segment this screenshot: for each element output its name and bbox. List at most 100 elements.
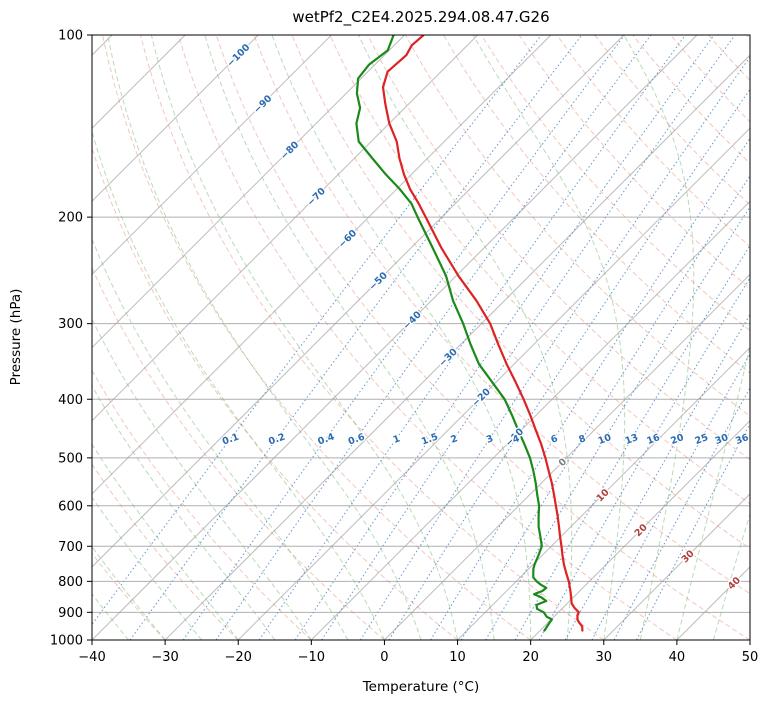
isotherm-line <box>457 346 750 640</box>
dry-adiabat-line <box>177 35 678 640</box>
x-axis-label: Temperature (°C) <box>362 679 480 695</box>
background-lines <box>92 35 750 640</box>
temperature-curve <box>381 35 584 632</box>
isotherm-line <box>310 200 750 640</box>
dry-adiabat-line <box>139 35 605 640</box>
mixing-ratio-label: 25 <box>694 432 710 447</box>
mixing-ratio-line <box>129 35 583 640</box>
dry-adiabat-line <box>480 35 750 332</box>
chart-title: wetPf2_C2E4.2025.294.08.47.G26 <box>292 8 549 27</box>
x-tick-label: 40 <box>669 650 686 665</box>
mixing-ratio-line <box>430 137 750 640</box>
isotherm-line <box>530 419 750 640</box>
x-tick-label: −40 <box>78 650 105 665</box>
mixing-ratio-label: 6 <box>549 433 559 446</box>
y-tick-label: 100 <box>58 29 83 44</box>
dry-adiabat-line <box>291 35 750 549</box>
mixing-ratio-label: 16 <box>645 432 662 447</box>
mixing-ratio-label: 2 <box>449 433 459 446</box>
y-tick-label: 1000 <box>50 634 83 649</box>
moist-adiabat-line <box>204 35 495 640</box>
x-tick-label: 50 <box>742 650 759 665</box>
moist-adiabat-line <box>92 237 349 640</box>
dry-adiabat-line <box>367 35 750 461</box>
moist-adiabat-line <box>676 343 750 640</box>
moist-adiabat-line <box>749 638 750 640</box>
dry-adiabat-line <box>518 35 750 290</box>
isotherm-line <box>92 35 552 495</box>
dewpoint-curve <box>355 35 553 632</box>
isotherm-label-cold: −100 <box>225 42 253 70</box>
isotherm-label-cold: −70 <box>305 186 328 209</box>
dry-adiabat-line <box>556 35 750 248</box>
plot-border <box>91 34 751 641</box>
dry-adiabat-line <box>405 35 750 417</box>
x-tick-label: 20 <box>522 650 539 665</box>
mixing-ratio-line <box>538 276 750 640</box>
moist-adiabat-line <box>358 35 573 640</box>
x-tick-label: −10 <box>298 650 325 665</box>
y-tick-label: 400 <box>58 393 83 408</box>
mixing-ratio-line <box>613 386 750 640</box>
moist-adiabat-line <box>92 318 312 640</box>
y-tick-label: 800 <box>58 575 83 590</box>
moist-adiabat-line <box>712 512 750 640</box>
mixing-ratio-line <box>564 313 750 640</box>
mixing-ratio-label: 20 <box>669 432 686 447</box>
isotherm-label-cold: −30 <box>437 346 460 369</box>
isotherm-label-warm: 10 <box>595 487 612 504</box>
mixing-ratio-label: 0.4 <box>316 431 336 447</box>
x-tick-label: −30 <box>151 650 178 665</box>
isotherm-line <box>384 273 750 640</box>
mixing-ratio-line <box>591 353 750 640</box>
isotherm-label-cold: −20 <box>470 386 493 409</box>
dry-adiabat-line <box>102 35 531 640</box>
plot-area: −100−90−80−70−60−50−40−30−20−10010203040… <box>50 29 758 665</box>
moist-adiabat-line <box>150 35 459 640</box>
mixing-ratio-line <box>182 35 625 640</box>
x-tick-label: 0 <box>380 650 388 665</box>
mixing-ratio-line <box>92 35 542 626</box>
y-axis-label: Pressure (hPa) <box>8 289 24 386</box>
moist-adiabat-line <box>472 35 626 640</box>
mixing-ratio-label: 0.6 <box>347 431 367 447</box>
dry-adiabat-line <box>253 35 750 595</box>
x-tick-label: 30 <box>596 650 613 665</box>
mixing-ratio-label: 36 <box>734 432 751 447</box>
dry-adiabat-line <box>442 35 750 374</box>
mixing-ratio-line <box>460 175 750 640</box>
isotherm-line <box>749 639 750 640</box>
dry-adiabat-line <box>92 146 458 640</box>
mixing-ratio-line <box>294 35 715 640</box>
mixing-ratio-label: 0.1 <box>221 432 241 448</box>
isotherm-line <box>92 35 405 349</box>
isotherm-label-cold: −90 <box>252 93 275 116</box>
isotherm-line <box>92 35 625 568</box>
isotherm-line <box>92 35 698 640</box>
isotherm-line <box>92 35 479 422</box>
isotherm-line <box>92 35 332 276</box>
moist-adiabat-line <box>107 35 422 640</box>
dry-adiabat-line <box>92 266 385 640</box>
isotherm-line <box>92 35 186 129</box>
dry-adiabat-line <box>92 463 239 640</box>
isotherm-label-cold: −80 <box>279 139 302 162</box>
mixing-ratio-line <box>215 35 652 640</box>
mixing-ratio-line <box>636 423 750 640</box>
x-tick-label: −20 <box>225 650 252 665</box>
moist-adiabat-line <box>92 443 239 640</box>
mixing-ratio-label: 1.5 <box>420 432 440 448</box>
y-tick-label: 600 <box>58 499 83 514</box>
isotherm-line <box>92 35 259 203</box>
moist-adiabat-line <box>271 35 532 640</box>
y-tick-label: 200 <box>58 211 83 226</box>
inline-labels: −100−90−80−70−60−50−40−30−20−10010203040… <box>220 41 751 594</box>
axes: −40 −30 −20 −10 0 10 20 30 40 5010020030040050060… <box>50 29 758 665</box>
isotherm-line <box>603 493 750 640</box>
dry-adiabat-line <box>708 35 750 82</box>
y-tick-label: 500 <box>58 451 83 466</box>
y-tick-label: 300 <box>58 317 83 332</box>
isotherm-line <box>237 127 750 640</box>
isotherm-line <box>676 566 750 640</box>
